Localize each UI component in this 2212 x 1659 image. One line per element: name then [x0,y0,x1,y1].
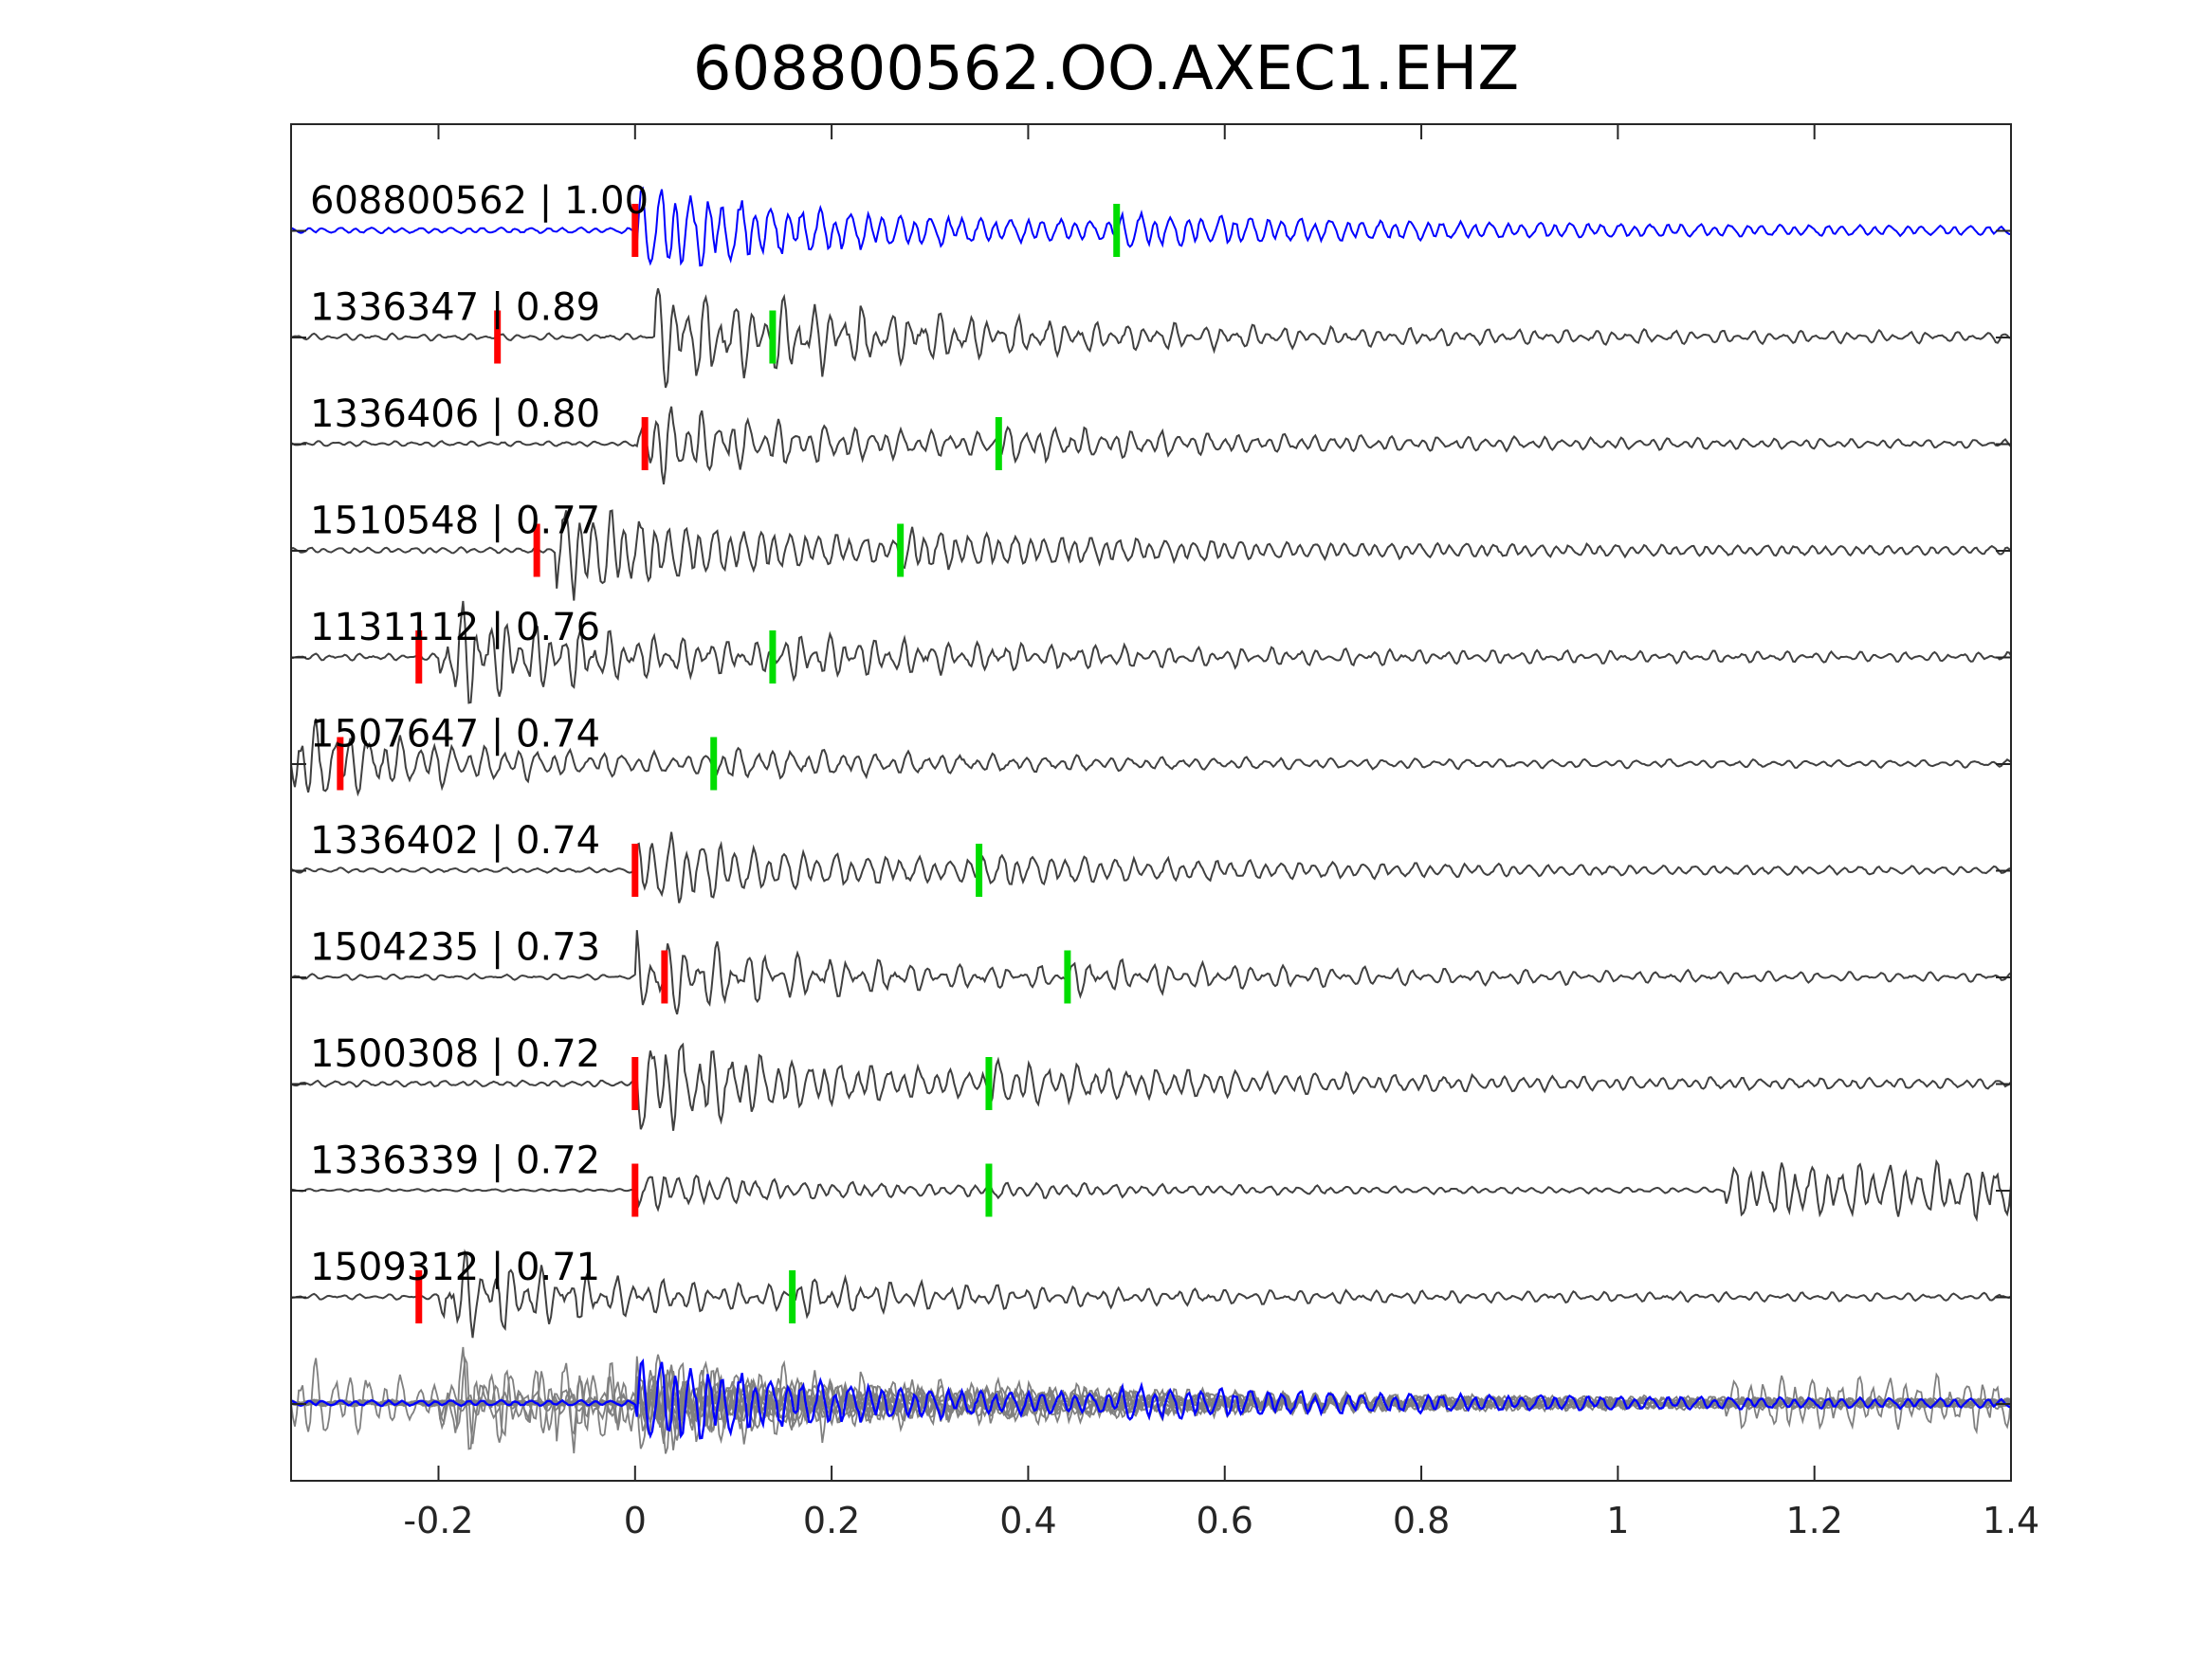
trace-line-608800562 [290,186,2012,267]
xtick-label: -0.2 [403,1500,473,1541]
trace-label-1507647: 1507647 | 0.74 [310,713,600,757]
trace-line-1336339 [290,1158,2012,1223]
stack-reference-trace [290,1358,2012,1440]
picks-layer [337,204,1121,1323]
traces-layer [290,186,2012,1454]
xtick-label: 0 [624,1500,647,1541]
trace-label-1500308: 1500308 | 0.72 [310,1032,600,1076]
trace-line-1504235 [290,930,2012,1015]
trace-label-1336406: 1336406 | 0.80 [310,392,600,436]
trace-label-1336347: 1336347 | 0.89 [310,286,600,330]
plot-area [291,124,2011,1481]
trace-line-1336347 [290,288,2012,389]
trace-label-1131112: 1131112 | 0.76 [310,606,600,649]
trace-label-1336339: 1336339 | 0.72 [310,1139,600,1183]
trace-label-1509312: 1509312 | 0.71 [310,1246,600,1289]
xtick-label: 0.4 [999,1500,1056,1541]
xtick-label: 0.8 [1393,1500,1450,1541]
trace-label-1504235: 1504235 | 0.73 [310,926,600,970]
trace-label-608800562: 608800562 | 1.00 [310,179,649,223]
stack-trace-1509312 [290,1355,2012,1445]
trace-label-1336402: 1336402 | 0.74 [310,819,600,863]
axes-box [290,123,2012,1482]
xtick-label: 1.2 [1785,1500,1842,1541]
trace-line-1507647 [290,718,2012,797]
trace-line-1336406 [290,406,2012,485]
trace-line-1131112 [290,600,2012,704]
xtick-label: 0.6 [1197,1500,1253,1541]
ticks-layer: -0.2 0 0.2 0.4 0.6 0.8 1 1.2 1.4 [291,124,2039,1541]
xtick-label: 1 [1606,1500,1629,1541]
labels-layer: 608800562 | 1.00 1336347 | 0.89 1336406 | … [310,179,649,1289]
trace-line-1336402 [290,831,2012,903]
chart-title: 608800562.OO.AXEC1.EHZ [692,34,1520,104]
trace-line-1509312 [290,1249,2012,1339]
xtick-label: 0.2 [803,1500,860,1541]
xtick-label: 1.4 [1983,1500,2039,1541]
trace-label-1510548: 1510548 | 0.77 [310,500,600,543]
trace-line-1510548 [290,509,2012,601]
trace-line-1500308 [290,1042,2012,1131]
